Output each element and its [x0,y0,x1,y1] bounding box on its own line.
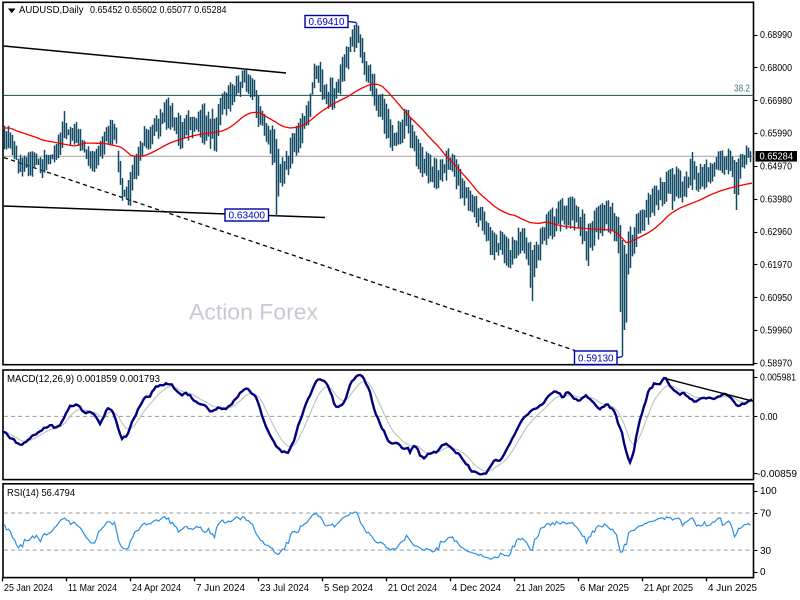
svg-text:0.61970: 0.61970 [760,260,792,271]
svg-text:0.59130: 0.59130 [578,353,614,364]
svg-text:0.65284: 0.65284 [760,152,794,163]
svg-text:0.00: 0.00 [760,412,778,423]
svg-text:0.64970: 0.64970 [760,162,792,173]
svg-text:4 Jun 2025: 4 Jun 2025 [708,582,757,594]
svg-text:0.65452 0.65602 0.65077 0.6528: 0.65452 0.65602 0.65077 0.65284 [90,4,227,16]
svg-text:RSI(14) 56.4794: RSI(14) 56.4794 [7,487,75,499]
svg-text:0.005981: 0.005981 [760,373,796,384]
svg-text:0.60950: 0.60950 [760,293,792,304]
svg-text:0.62960: 0.62960 [760,227,792,238]
svg-text:Action Forex: Action Forex [189,300,319,325]
svg-text:AUDUSD,Daily: AUDUSD,Daily [19,4,84,16]
svg-text:24 Apr 2024: 24 Apr 2024 [132,582,181,594]
svg-text:0.63980: 0.63980 [760,194,792,205]
svg-text:30: 30 [760,546,772,557]
svg-text:21 Apr 2025: 21 Apr 2025 [644,582,693,594]
svg-text:38.2: 38.2 [734,84,750,95]
svg-text:0.68000: 0.68000 [760,63,792,74]
svg-text:25 Jan 2024: 25 Jan 2024 [4,582,53,594]
svg-text:70: 70 [760,509,772,520]
svg-text:0.66980: 0.66980 [760,96,792,107]
svg-text:100: 100 [760,486,777,497]
svg-text:0.68990: 0.68990 [760,30,792,41]
svg-text:21 Oct 2024: 21 Oct 2024 [388,582,437,594]
svg-text:0.58970: 0.58970 [760,359,792,370]
svg-text:0.63400: 0.63400 [229,211,266,222]
svg-text:MACD(12,26,9) 0.001859 0.00179: MACD(12,26,9) 0.001859 0.001793 [7,373,160,385]
svg-text:7 Jun 2024: 7 Jun 2024 [196,582,245,594]
svg-text:-0.00859: -0.00859 [757,469,797,480]
svg-text:0: 0 [760,567,766,578]
svg-text:21 Jan 2025: 21 Jan 2025 [516,582,565,594]
svg-text:23 Jul 2024: 23 Jul 2024 [260,582,309,594]
svg-text:4 Dec 2024: 4 Dec 2024 [452,582,501,594]
svg-text:6 Mar 2025: 6 Mar 2025 [580,582,629,594]
svg-text:0.59960: 0.59960 [760,326,792,337]
svg-text:0.65990: 0.65990 [760,129,792,140]
svg-text:0.69410: 0.69410 [309,17,345,28]
svg-text:5 Sep 2024: 5 Sep 2024 [324,582,373,594]
svg-text:11 Mar 2024: 11 Mar 2024 [68,582,117,594]
